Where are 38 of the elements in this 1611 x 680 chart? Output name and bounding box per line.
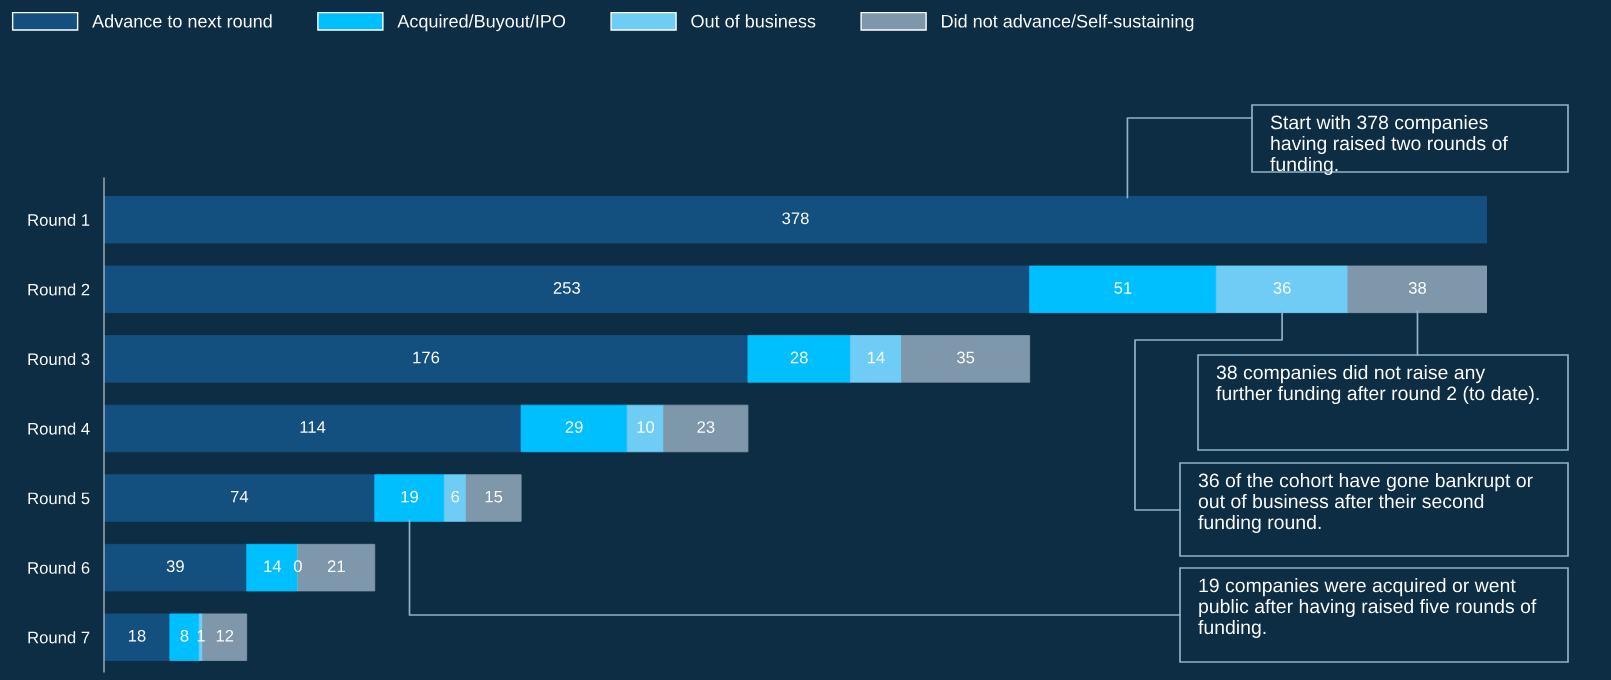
data-label: 14 (264, 560, 282, 572)
data-label: 10 (637, 421, 655, 433)
data-label: 35 (957, 351, 975, 364)
y-tick-label: Round 4 (28, 422, 90, 435)
y-tick-label: Round 6 (28, 561, 90, 574)
data-label: 36 (1273, 282, 1291, 294)
text: Start with 378 companies having raised two rounds of funding. (1270, 115, 1508, 176)
data-label: 14 (867, 351, 885, 364)
data-label: 21 (327, 560, 345, 572)
data-label: 378 (782, 212, 809, 225)
data-label: 23 (697, 421, 715, 433)
y-tick-label: Round 2 (28, 283, 90, 296)
y-tick-label: Round 5 (28, 492, 90, 505)
legend-label: Out of business (691, 14, 816, 28)
annotation: 38 companies did not raise any further funding after round 2 (to date). (1216, 365, 1539, 405)
data-label: 38 (1408, 282, 1427, 294)
annotation: 19 companies were acquired or went public after having raised five rounds of funding. (1198, 578, 1537, 639)
data-label: 18 (128, 629, 146, 642)
y-tick-label: Round 3 (28, 352, 90, 366)
legend-label: Advance to next round (92, 14, 272, 28)
data-label: 176 (413, 351, 440, 364)
data-label: 29 (565, 421, 583, 433)
annotation: 36 of the cohort have gone bankrupt or out of business after their second funding round. (1198, 473, 1533, 534)
legend-label: Acquired/Buyout/IPO (397, 14, 566, 32)
data-label: 28 (790, 351, 808, 364)
data-label: 6 (451, 490, 460, 503)
data-label: 15 (485, 490, 503, 503)
data-label: 74 (230, 490, 249, 503)
y-tick-label: Round 7 (28, 631, 90, 644)
data-label: 19 (401, 490, 418, 503)
legend-label: Did not advance/Self-sustaining (942, 14, 1194, 32)
data-label: 51 (1114, 282, 1132, 294)
data-label: 253 (553, 282, 580, 294)
data-label: 39 (166, 560, 184, 573)
y-tick-label: Round 1 (28, 213, 90, 226)
data-label: 12 (216, 629, 234, 642)
data-label: 114 (300, 421, 326, 433)
data-label: 8 (180, 629, 189, 642)
